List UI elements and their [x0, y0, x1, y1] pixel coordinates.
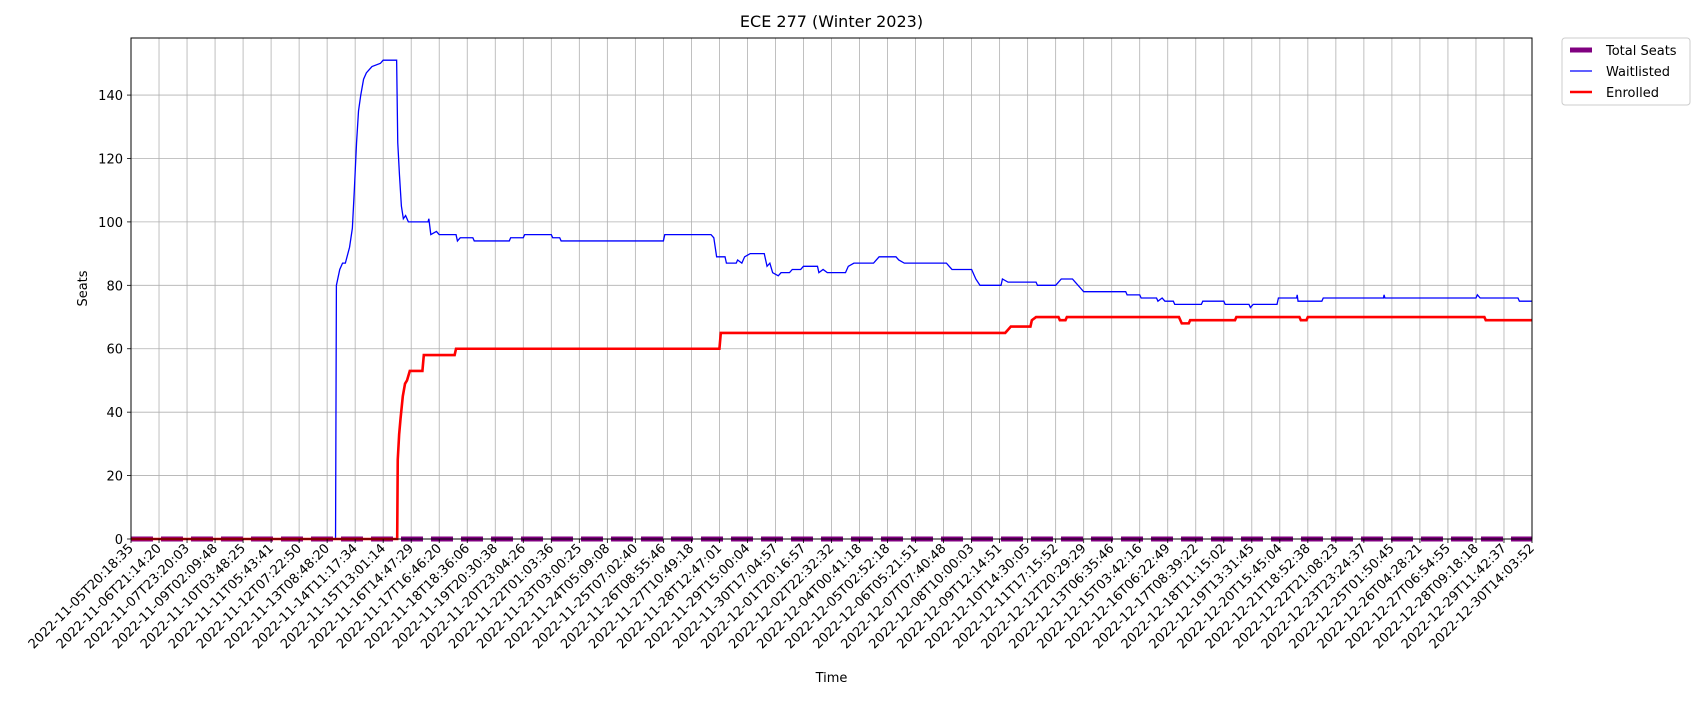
- legend-box: [1561, 37, 1691, 106]
- y-axis: 0 20 40 60 80 100 120 140: [98, 89, 131, 548]
- legend-label-enrolled: Enrolled: [1606, 86, 1659, 101]
- y-tick-label: 60: [106, 343, 123, 358]
- y-tick-label: 0: [115, 533, 123, 548]
- y-tick-label: 20: [106, 470, 123, 485]
- y-tick-label: 80: [106, 279, 123, 294]
- y-tick-label: 100: [98, 216, 123, 231]
- chart-title: ECE 277 (Winter 2023): [740, 12, 923, 31]
- y-tick-label: 120: [98, 152, 123, 167]
- x-axis-label: Time: [815, 671, 848, 686]
- legend-label-total-seats: Total Seats: [1605, 44, 1677, 59]
- x-axis: 2022-11-05T20:18:352022-11-06T21:14:2020…: [26, 539, 1538, 652]
- series-line-enrolled: [131, 315, 1532, 541]
- y-axis-label: Seats: [76, 270, 91, 306]
- legend: Total Seats Waitlisted Enrolled: [1561, 37, 1691, 106]
- y-tick-label: 40: [106, 406, 123, 421]
- gridlines: [130, 38, 1533, 540]
- legend-label-waitlisted: Waitlisted: [1606, 65, 1670, 80]
- y-tick-label: 140: [98, 89, 123, 104]
- series-line-waitlisted: [131, 59, 1532, 540]
